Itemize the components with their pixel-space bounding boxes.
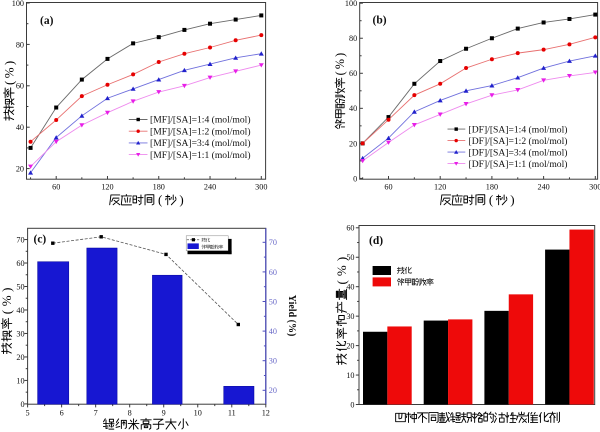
- svg-text:%: %: [1, 67, 16, 78]
- svg-text:40: 40: [16, 306, 24, 315]
- svg-text:(: (: [489, 192, 493, 207]
- svg-text:20: 20: [16, 165, 24, 174]
- svg-text:5: 5: [26, 409, 30, 418]
- svg-text:(: (: [0, 310, 14, 314]
- svg-text:240: 240: [537, 183, 549, 192]
- svg-text:[DF]/[SA]=1:4 (mol/mol): [DF]/[SA]=1:4 (mol/mol): [469, 124, 568, 135]
- svg-text:240: 240: [204, 183, 216, 192]
- svg-text:180: 180: [153, 183, 165, 192]
- svg-text:60: 60: [349, 69, 357, 78]
- svg-text:Yield (%): Yield (%): [286, 295, 297, 337]
- svg-text:): ): [1, 61, 16, 65]
- svg-text:50: 50: [346, 253, 354, 262]
- svg-text:40: 40: [349, 104, 357, 113]
- svg-text:(: (: [334, 280, 349, 284]
- svg-text:): ): [510, 192, 514, 207]
- svg-text:30: 30: [16, 329, 24, 338]
- svg-text:20: 20: [269, 386, 277, 395]
- svg-text:30: 30: [269, 357, 277, 366]
- svg-text:80: 80: [16, 40, 24, 49]
- svg-text:0: 0: [350, 400, 354, 409]
- svg-text:40: 40: [269, 327, 277, 336]
- svg-text:60: 60: [346, 224, 354, 233]
- svg-text:60: 60: [52, 183, 60, 192]
- svg-text:[MF]/[SA]=1:4 (mol/mol): [MF]/[SA]=1:4 (mol/mol): [150, 115, 251, 126]
- svg-text:60: 60: [384, 183, 392, 192]
- svg-text:60: 60: [269, 268, 277, 277]
- svg-text:30: 30: [346, 312, 354, 321]
- svg-text:10: 10: [194, 409, 202, 418]
- svg-text:6: 6: [60, 409, 64, 418]
- svg-text:12: 12: [262, 409, 270, 418]
- svg-text:(a): (a): [40, 15, 54, 27]
- svg-text:11: 11: [228, 409, 236, 418]
- svg-text:120: 120: [434, 183, 446, 192]
- svg-text:[DF]/[SA]=3:4 (mol/mol): [DF]/[SA]=3:4 (mol/mol): [469, 147, 568, 158]
- svg-text:20: 20: [16, 353, 24, 362]
- svg-text:7: 7: [94, 409, 98, 418]
- svg-text:): ): [0, 288, 14, 292]
- svg-text:[MF]/[SA]=1:1 (mol/mol): [MF]/[SA]=1:1 (mol/mol): [150, 150, 251, 161]
- svg-text:50: 50: [269, 297, 277, 306]
- svg-text:0: 0: [21, 400, 25, 409]
- svg-text:): ): [334, 257, 349, 261]
- svg-text:40: 40: [16, 123, 24, 132]
- svg-text:180: 180: [486, 183, 498, 192]
- svg-text:(: (: [158, 192, 162, 207]
- svg-text:[MF]/[SA]=1:2 (mol/mol): [MF]/[SA]=1:2 (mol/mol): [150, 126, 251, 137]
- svg-text:): ): [179, 192, 183, 207]
- svg-text:70: 70: [16, 235, 24, 244]
- svg-text:%: %: [333, 59, 347, 69]
- svg-text:%: %: [0, 295, 14, 306]
- svg-text:(: (: [1, 81, 16, 85]
- svg-text:70: 70: [269, 238, 277, 247]
- svg-text:50: 50: [16, 282, 24, 291]
- svg-text:8: 8: [128, 409, 132, 418]
- svg-text:9: 9: [162, 409, 166, 418]
- svg-text:%: %: [334, 265, 349, 276]
- svg-text:[DF]/[SA]=1:1 (mol/mol): [DF]/[SA]=1:1 (mol/mol): [469, 159, 568, 170]
- svg-text:100: 100: [345, 0, 357, 8]
- svg-text:60: 60: [16, 259, 24, 268]
- svg-text:80: 80: [349, 34, 357, 43]
- svg-text:): ): [333, 53, 347, 57]
- svg-text:300: 300: [589, 183, 600, 192]
- svg-text:20: 20: [346, 342, 354, 351]
- svg-text:10: 10: [16, 376, 24, 385]
- svg-text:(: (: [333, 71, 347, 75]
- svg-text:120: 120: [101, 183, 113, 192]
- svg-text:300: 300: [255, 183, 267, 192]
- svg-text:[DF]/[SA]=1:2 (mol/mol): [DF]/[SA]=1:2 (mol/mol): [469, 136, 568, 147]
- svg-text:20: 20: [349, 139, 357, 148]
- svg-text:(c): (c): [34, 234, 47, 246]
- svg-text:(b): (b): [373, 15, 387, 27]
- svg-text:[MF]/[SA]=3:4 (mol/mol): [MF]/[SA]=3:4 (mol/mol): [150, 138, 251, 149]
- svg-text:0: 0: [353, 174, 357, 183]
- svg-text:(d): (d): [369, 235, 383, 247]
- svg-text:60: 60: [16, 82, 24, 91]
- svg-text:100: 100: [12, 0, 24, 8]
- svg-text:40: 40: [346, 283, 354, 292]
- svg-text:10: 10: [346, 371, 354, 380]
